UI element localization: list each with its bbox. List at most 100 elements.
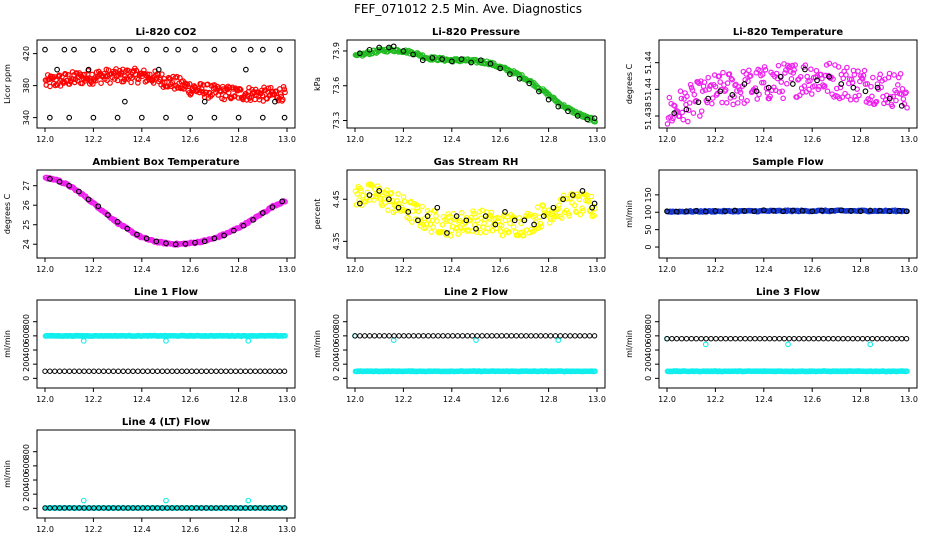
y-axis-label: ml/min — [3, 460, 12, 488]
data-point-cyan — [163, 337, 169, 344]
data-point-black — [221, 232, 227, 239]
data-point-black — [218, 368, 224, 374]
data-point-black — [536, 88, 542, 95]
data-point-black — [396, 333, 402, 339]
data-point-black — [192, 46, 198, 53]
data-point-black — [898, 335, 905, 342]
data-point-black — [454, 333, 461, 339]
data-point-magenta — [813, 67, 820, 74]
data-point-black — [840, 335, 846, 342]
data-point-yellow — [454, 224, 461, 231]
data-point-black — [523, 333, 529, 339]
data-point-black — [81, 368, 87, 374]
data-point-red — [107, 80, 113, 86]
data-point-magenta — [788, 76, 795, 82]
data-point-black — [281, 114, 288, 121]
data-point-black — [259, 210, 266, 216]
data-point-black — [56, 368, 63, 374]
data-point-black — [511, 217, 518, 224]
data-point-black — [208, 368, 214, 374]
data-point-red — [51, 74, 58, 80]
data-point-black — [115, 368, 122, 374]
data-point-magenta — [746, 67, 752, 74]
data-point-magenta — [760, 79, 767, 86]
x-tick-label: 12.0 — [36, 265, 54, 274]
x-tick-label: 12.2 — [706, 395, 724, 404]
data-point-magenta — [729, 76, 736, 83]
data-point-yellow — [387, 190, 394, 197]
data-point-black — [688, 335, 695, 342]
plot-frame — [346, 39, 606, 129]
data-point-black — [434, 204, 441, 211]
data-point-black — [518, 333, 524, 339]
data-point-black — [473, 225, 479, 232]
data-point-magenta — [752, 85, 759, 91]
data-point-black — [492, 221, 499, 228]
data-point-magenta — [701, 79, 708, 86]
data-point-black — [405, 209, 412, 215]
data-point-black — [713, 335, 719, 342]
data-point-black — [464, 333, 471, 339]
y-axis-label: degrees C — [625, 63, 634, 104]
data-point-black — [114, 114, 121, 121]
data-point-yellow — [566, 212, 572, 219]
data-point-black — [857, 208, 864, 215]
data-point-black — [742, 335, 748, 342]
data-point-yellow — [479, 207, 486, 214]
data-point-magenta — [789, 62, 796, 69]
x-tick-label: 12.0 — [346, 135, 364, 144]
data-point-black — [825, 335, 832, 342]
data-point-black — [362, 333, 368, 339]
data-point-black — [814, 77, 820, 84]
x-tick-label: 12.4 — [133, 265, 151, 274]
data-point-black — [508, 333, 515, 339]
data-point-magenta — [761, 64, 768, 70]
y-tick-label: 4.35 — [332, 232, 341, 250]
y-tick-label: 27 — [22, 181, 31, 191]
data-point-yellow — [506, 229, 512, 235]
data-point-yellow — [382, 200, 388, 206]
data-point-yellow — [437, 229, 444, 236]
data-point-black — [722, 208, 728, 215]
x-tick-label: 12.8 — [852, 395, 870, 404]
data-point-black — [182, 241, 189, 247]
data-point-black — [135, 368, 141, 374]
y-tick-label: 51.44 — [644, 78, 653, 101]
data-point-yellow — [556, 202, 562, 208]
data-point-black — [889, 335, 895, 342]
data-point-black — [95, 203, 102, 210]
data-point-magenta — [807, 77, 813, 84]
x-tick-label: 12.8 — [540, 135, 558, 144]
x-tick-label: 12.6 — [803, 395, 821, 404]
data-point-black — [232, 368, 239, 374]
data-point-black — [76, 368, 82, 374]
chart-line3: Line 3 Flow ml/min 12.0 12.2 12.4 12.6 12.8 13.… — [625, 287, 918, 404]
data-point-black — [179, 368, 185, 374]
data-point-yellow — [498, 222, 505, 229]
data-point-magenta — [894, 89, 900, 96]
data-point-magenta — [878, 84, 884, 91]
data-point-black — [683, 208, 690, 215]
data-point-magenta — [864, 80, 871, 87]
x-tick-label: 12.2 — [706, 135, 724, 144]
data-point-black — [429, 55, 436, 61]
data-point-black — [693, 208, 699, 214]
data-point-magenta — [697, 113, 703, 119]
chart-line1: Line 1 Flow ml/min 12.0 12.2 12.4 12.6 12.8 13.… — [3, 287, 296, 404]
data-point-black — [435, 333, 441, 339]
data-point-black — [802, 66, 808, 73]
data-point-black — [695, 99, 702, 106]
data-point-black — [267, 368, 273, 374]
data-point-yellow — [518, 220, 524, 227]
y-tick-label: 380 — [22, 78, 31, 93]
y-tick-label: 600 — [22, 328, 31, 343]
data-point-black — [125, 368, 131, 374]
data-point-black — [138, 114, 145, 121]
x-tick-label: 12.2 — [84, 265, 102, 274]
x-tick-label: 13.0 — [278, 265, 296, 274]
data-point-magenta — [837, 84, 844, 91]
data-point-black — [727, 335, 734, 342]
data-point-red — [184, 81, 191, 88]
data-point-black — [211, 46, 218, 53]
data-point-black — [591, 115, 598, 122]
